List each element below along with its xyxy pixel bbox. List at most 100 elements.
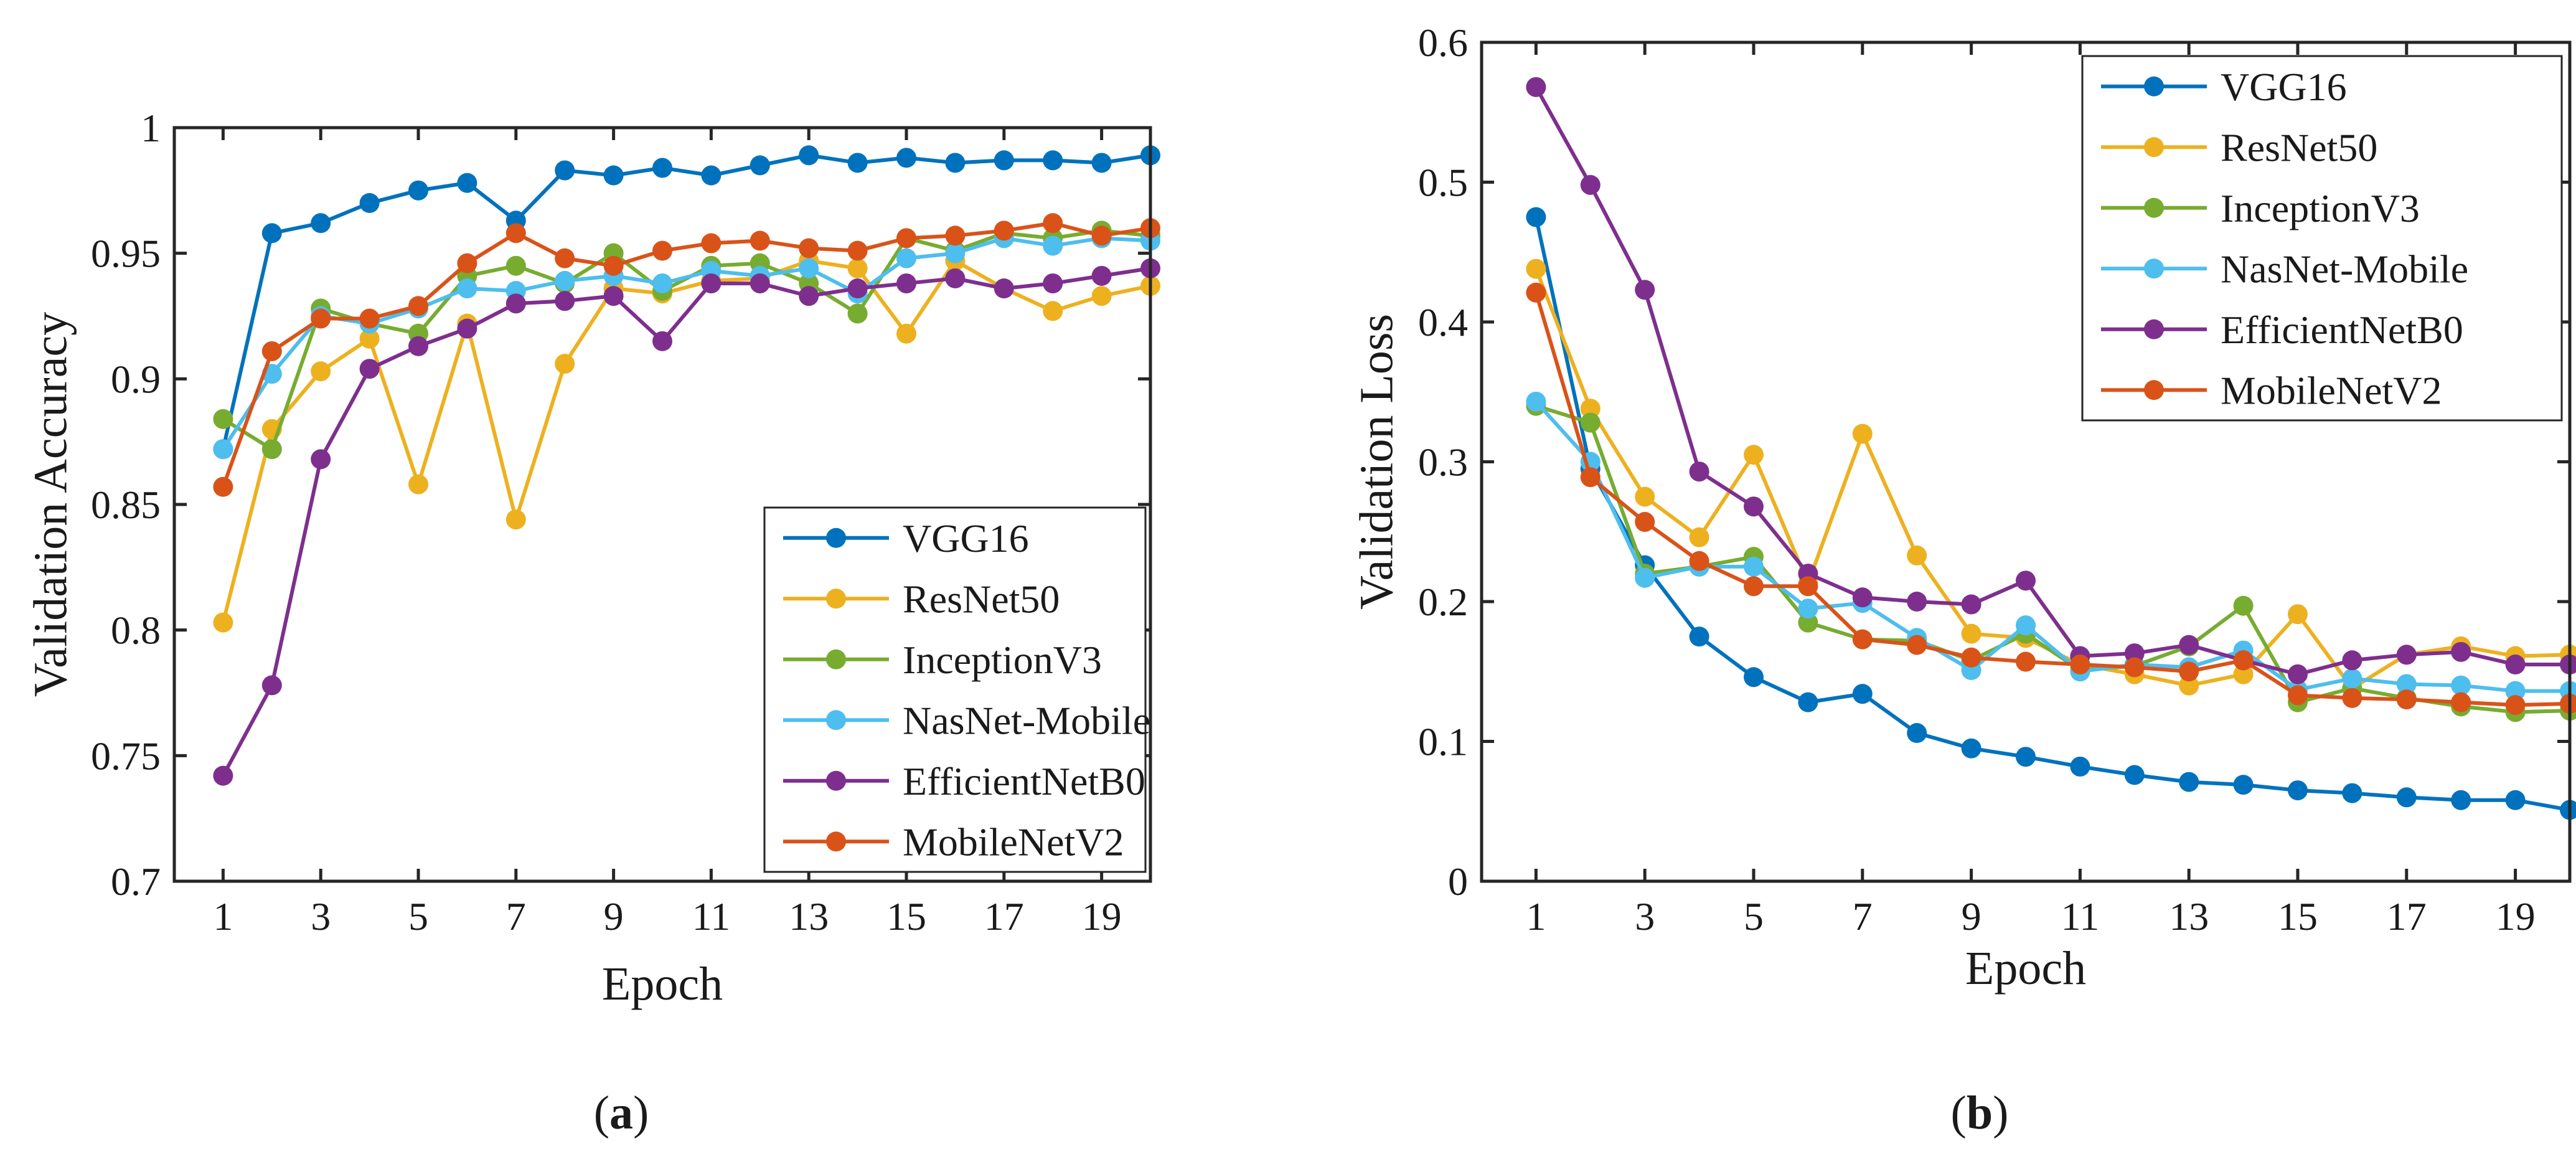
legend-swatch-marker [826, 589, 846, 609]
data-point [2016, 570, 2036, 591]
data-point [2396, 645, 2417, 665]
data-point [1744, 576, 1764, 597]
data-point [213, 409, 233, 429]
legend-box [2081, 55, 2563, 422]
data-point [2288, 604, 2308, 625]
legend-label: ResNet50 [2221, 125, 2377, 169]
data-point [750, 273, 770, 294]
data-point [2179, 772, 2199, 792]
panel-b-x-tick-label: 17 [2387, 894, 2427, 939]
data-point [1091, 153, 1112, 173]
legend-label: EfficientNetB0 [903, 759, 1145, 803]
panel-b-y-tick-label: 0.2 [1418, 580, 1468, 624]
data-point [1526, 207, 1546, 227]
legend-label: VGG16 [2221, 65, 2347, 109]
data-point [652, 331, 672, 351]
data-point [2179, 635, 2199, 655]
data-point [994, 220, 1014, 241]
data-point [896, 248, 916, 268]
legend-swatch-marker [2144, 258, 2164, 279]
panel-b-series-inceptionv3 [1526, 395, 2576, 722]
panel-b-x-tick-label: 5 [1744, 894, 1764, 939]
data-point [2560, 693, 2576, 714]
data-point [1907, 723, 1927, 744]
data-point [2396, 787, 2417, 808]
data-point [1852, 684, 1873, 704]
panel-a-series-vgg16 [213, 145, 1160, 460]
panel-a-accuracy-chart: 1 3 5 7 9 11 13 15 17 190.70.750.80.850.90.951 Ep… [25, 106, 1160, 1139]
panel-b-x-tick-label: 13 [2169, 894, 2209, 939]
panel-a-y-tick-label: 0.9 [111, 357, 161, 401]
data-point [2342, 668, 2362, 689]
data-point [2342, 650, 2362, 671]
data-point [1091, 225, 1112, 246]
data-point [1907, 635, 1927, 655]
panel-a-x-tick-label: 19 [1082, 894, 1122, 939]
legend-swatch-marker [2144, 319, 2164, 339]
data-point [701, 273, 722, 294]
data-point [359, 328, 380, 349]
data-point [1744, 556, 1764, 577]
data-point [213, 612, 233, 633]
data-point [2451, 641, 2471, 662]
panel-a-series-inceptionv3 [213, 220, 1160, 460]
legend-label: EfficientNetB0 [2221, 308, 2463, 352]
panel-b-y-axis-label: Validation Loss [1351, 314, 1403, 610]
data-point [799, 258, 819, 278]
data-point [1043, 150, 1063, 171]
panel-b-y-tick-label: 0.4 [1418, 300, 1468, 344]
legend-item-resnet50: ResNet50 [2101, 125, 2377, 169]
data-point [1961, 738, 1981, 759]
legend-swatch-marker [826, 831, 846, 852]
data-point [1635, 512, 1655, 532]
data-point [1689, 627, 1709, 647]
data-point [505, 509, 526, 530]
panel-a-x-tick-label: 9 [604, 894, 624, 939]
data-point [505, 223, 526, 244]
data-point [2505, 655, 2526, 675]
data-point [1091, 265, 1112, 286]
legend-item-mobilenetv2: MobileNetV2 [783, 820, 1124, 864]
data-point [1580, 467, 1601, 488]
legend-item-inceptionv3: InceptionV3 [783, 638, 1102, 682]
data-point [652, 240, 672, 261]
data-point [1961, 647, 1981, 668]
data-point [2070, 756, 2090, 777]
data-point [2288, 664, 2308, 684]
data-point [505, 255, 526, 276]
legend-label: MobileNetV2 [903, 820, 1124, 864]
data-point [799, 145, 819, 166]
data-point [603, 165, 624, 186]
data-point [2396, 674, 2417, 694]
data-point [1907, 545, 1927, 565]
legend-swatch-marker [826, 770, 846, 791]
legend-swatch-marker [2144, 76, 2164, 97]
data-point [2451, 790, 2471, 810]
data-point [799, 286, 819, 306]
panel-a-x-tick-label: 17 [984, 894, 1024, 939]
data-point [1798, 576, 1818, 597]
panel-b-x-tick-label: 1 [1526, 894, 1546, 939]
legend-swatch-marker [826, 710, 846, 731]
panel-a-x-axis-label: Epoch [602, 958, 723, 1010]
panel-a-y-tick-label: 0.8 [111, 608, 161, 653]
legend-label: InceptionV3 [2221, 186, 2420, 230]
data-point [750, 155, 770, 176]
data-point [603, 286, 624, 306]
data-point [799, 238, 819, 258]
data-point [1689, 527, 1709, 547]
data-point [847, 153, 868, 173]
panel-b-x-axis-label: Epoch [1965, 942, 2086, 995]
data-point [359, 193, 380, 213]
legend-label: NasNet-Mobile [2221, 247, 2468, 291]
panel-b-y-tick-label: 0 [1448, 859, 1468, 904]
data-point [2179, 661, 2199, 682]
data-point [1744, 667, 1764, 688]
panel-a-y-tick-label: 0.75 [91, 734, 161, 778]
panel-a-x-tick-label: 5 [408, 894, 428, 939]
data-point [603, 255, 624, 276]
legend-swatch-marker [826, 527, 846, 548]
panel-a-caption-letter: a [609, 1087, 633, 1139]
